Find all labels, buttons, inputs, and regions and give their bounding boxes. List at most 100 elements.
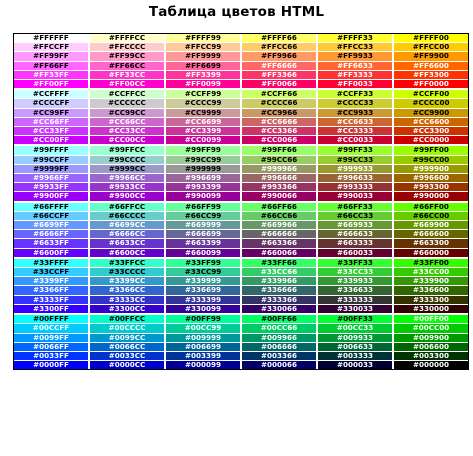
color-swatch-cell: #000000 bbox=[394, 361, 468, 370]
color-swatch-cell: #CC6666 bbox=[242, 117, 318, 128]
color-swatch-cell: #669966 bbox=[242, 221, 318, 231]
table-row: #66CCFF #66CCCC #66CC99 #66CC66 #66CC33 #66CC… bbox=[14, 211, 468, 222]
table-row: #3300FF #3300CC #330099 #330066 #330033 #3300… bbox=[14, 304, 468, 315]
color-swatch-cell: #669999 bbox=[166, 221, 242, 231]
color-swatch-cell: #996633 bbox=[318, 174, 394, 184]
color-swatch-cell: #330033 bbox=[318, 304, 394, 315]
color-swatch-cell: #33CCCC bbox=[90, 268, 166, 278]
color-swatch-cell: #0066CC bbox=[90, 342, 166, 352]
color-swatch-cell: #990099 bbox=[166, 192, 242, 202]
color-swatch-cell: #000099 bbox=[166, 361, 242, 370]
color-swatch-cell: #FF9966 bbox=[242, 52, 318, 62]
color-swatch-cell: #FFFF33 bbox=[318, 34, 394, 44]
color-swatch-cell: #336699 bbox=[166, 286, 242, 296]
color-swatch-cell: #FF0066 bbox=[242, 80, 318, 90]
table-row: #CC00FF #CC00CC #CC0099 #CC0066 #CC0033 #CC00… bbox=[14, 136, 468, 146]
color-swatch-cell: #CCCCFF bbox=[14, 99, 90, 109]
color-swatch-cell: #FFFF66 bbox=[242, 34, 318, 44]
color-swatch-cell: #FF00CC bbox=[90, 80, 166, 90]
color-swatch-cell: #003399 bbox=[166, 351, 242, 362]
color-swatch-cell: #006666 bbox=[242, 342, 318, 352]
color-swatch-cell: #333333 bbox=[318, 295, 394, 305]
color-swatch-cell: #0033CC bbox=[90, 351, 166, 362]
color-swatch-cell: #0066FF bbox=[14, 342, 90, 352]
color-swatch-cell: #00FF33 bbox=[318, 314, 394, 325]
color-swatch-cell: #33FF00 bbox=[394, 257, 468, 269]
color-swatch-cell: #663300 bbox=[394, 239, 468, 249]
table-row: #6600FF #6600CC #660099 #660066 #660033 #6600… bbox=[14, 248, 468, 258]
color-swatch-cell: #993300 bbox=[394, 183, 468, 193]
table-row: #9966FF #9966CC #996699 #996666 #996633 #9966… bbox=[14, 174, 468, 184]
color-swatch-cell: #FF6666 bbox=[242, 61, 318, 71]
color-swatch-cell: #CC6633 bbox=[318, 117, 394, 128]
color-swatch-cell: #33FF33 bbox=[318, 257, 394, 269]
color-swatch-cell: #CCCCCC bbox=[90, 99, 166, 109]
color-swatch-cell: #FF9900 bbox=[394, 52, 468, 62]
color-swatch-cell: #FF9933 bbox=[318, 52, 394, 62]
table-row: #9900FF #9900CC #990099 #990066 #990033 #9900… bbox=[14, 192, 468, 202]
color-swatch-cell: #66CCCC bbox=[90, 211, 166, 222]
color-swatch-cell: #00FFFF bbox=[14, 314, 90, 325]
color-swatch-cell: #006633 bbox=[318, 342, 394, 352]
color-swatch-cell: #33CC33 bbox=[318, 268, 394, 278]
color-swatch-cell: #336633 bbox=[318, 286, 394, 296]
color-swatch-cell: #660000 bbox=[394, 248, 468, 258]
color-swatch-cell: #CCFFFF bbox=[14, 89, 90, 100]
table-row: #CC66FF #CC66CC #CC6699 #CC6666 #CC6633 #CC66… bbox=[14, 117, 468, 128]
color-swatch-cell: #CC3300 bbox=[394, 127, 468, 137]
color-swatch-cell: #99CC66 bbox=[242, 155, 318, 165]
color-swatch-cell: #CCCC99 bbox=[166, 99, 242, 109]
color-swatch-cell: #99CC33 bbox=[318, 155, 394, 165]
color-swatch-cell: #FF9999 bbox=[166, 52, 242, 62]
color-swatch-cell: #CC66FF bbox=[14, 117, 90, 128]
color-swatch-cell: #339933 bbox=[318, 277, 394, 287]
color-swatch-cell: #CC6699 bbox=[166, 117, 242, 128]
color-swatch-cell: #339999 bbox=[166, 277, 242, 287]
color-swatch-cell: #CCFF66 bbox=[242, 89, 318, 100]
color-swatch-cell: #9900CC bbox=[90, 192, 166, 202]
color-swatch-cell: #999966 bbox=[242, 164, 318, 175]
color-swatch-cell: #FFFFFF bbox=[14, 34, 90, 44]
table-row: #FF33FF #FF33CC #FF3399 #FF3366 #FF3333 #FF33… bbox=[14, 70, 468, 81]
color-swatch-cell: #66CC66 bbox=[242, 211, 318, 222]
color-swatch-cell: #009966 bbox=[242, 333, 318, 343]
color-swatch-cell: #33CC66 bbox=[242, 268, 318, 278]
table-row: #0000FF #0000CC #000099 #000066 #000033 #0000… bbox=[14, 361, 468, 370]
color-swatch-cell: #FF0000 bbox=[394, 80, 468, 90]
color-swatch-cell: #00CCFF bbox=[14, 324, 90, 334]
color-swatch-cell: #990033 bbox=[318, 192, 394, 202]
color-swatch-cell: #CC6600 bbox=[394, 117, 468, 128]
table-row: #FF00FF #FF00CC #FF0099 #FF0066 #FF0033 #FF00… bbox=[14, 80, 468, 90]
color-swatch-cell: #3366FF bbox=[14, 286, 90, 296]
color-swatch-cell: #33FFFF bbox=[14, 257, 90, 269]
color-swatch-cell: #FF6600 bbox=[394, 61, 468, 71]
color-swatch-cell: #FFCCCC bbox=[90, 43, 166, 53]
color-swatch-cell: #CC9933 bbox=[318, 108, 394, 118]
color-swatch-cell: #339966 bbox=[242, 277, 318, 287]
color-swatch-cell: #3300CC bbox=[90, 304, 166, 315]
color-swatch-cell: #CCCC33 bbox=[318, 99, 394, 109]
color-swatch-cell: #33CCFF bbox=[14, 268, 90, 278]
color-swatch-cell: #993399 bbox=[166, 183, 242, 193]
color-swatch-cell: #FF3300 bbox=[394, 70, 468, 81]
color-swatch-cell: #3300FF bbox=[14, 304, 90, 315]
color-swatch-cell: #FF66CC bbox=[90, 61, 166, 71]
color-swatch-cell: #993333 bbox=[318, 183, 394, 193]
table-row: #0033FF #0033CC #003399 #003366 #003333 #0033… bbox=[14, 351, 468, 362]
color-swatch-cell: #FF6699 bbox=[166, 61, 242, 71]
table-row: #3366FF #3366CC #336699 #336666 #336633 #3366… bbox=[14, 286, 468, 296]
table-row: #00CCFF #00CCCC #00CC99 #00CC66 #00CC33 #00CC… bbox=[14, 324, 468, 334]
color-swatch-cell: #003300 bbox=[394, 351, 468, 362]
color-swatch-cell: #FFCC00 bbox=[394, 43, 468, 53]
color-swatch-cell: #33FFCC bbox=[90, 257, 166, 269]
color-swatch-cell: #993366 bbox=[242, 183, 318, 193]
color-swatch-cell: #FFCC66 bbox=[242, 43, 318, 53]
color-swatch-cell: #99FFFF bbox=[14, 145, 90, 156]
color-swatch-cell: #339900 bbox=[394, 277, 468, 287]
color-swatch-cell: #CC00FF bbox=[14, 136, 90, 146]
color-swatch-cell: #FF3333 bbox=[318, 70, 394, 81]
color-swatch-cell: #9966CC bbox=[90, 174, 166, 184]
color-swatch-cell: #99FF33 bbox=[318, 145, 394, 156]
color-swatch-cell: #3333CC bbox=[90, 295, 166, 305]
